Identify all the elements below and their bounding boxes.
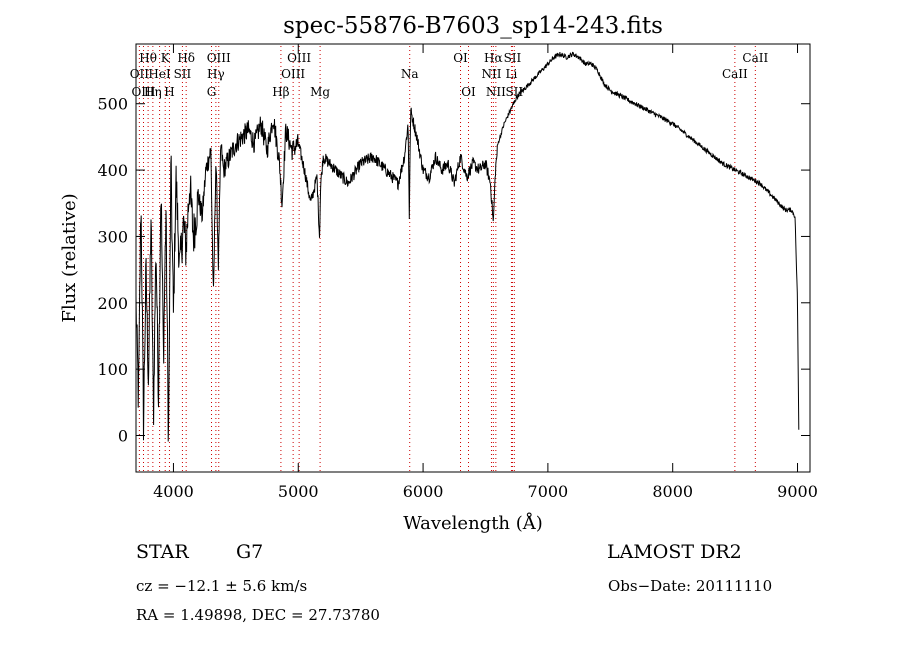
line-label-20: NII xyxy=(481,67,501,81)
line-label-25: CaII xyxy=(722,67,748,81)
line-label-24: Li xyxy=(506,67,518,81)
line-label-17: OI xyxy=(453,51,468,65)
line-label-12: Hβ xyxy=(272,85,289,99)
y-axis-label: Flux (relative) xyxy=(59,193,80,322)
obs-date: Obs−Date: 20111110 xyxy=(608,577,773,595)
line-label-18: OI xyxy=(461,85,476,99)
line-label-3: K xyxy=(161,51,171,65)
x-tick-label-5: 9000 xyxy=(777,482,818,501)
y-axis: 0 100 200 300 400 500 xyxy=(97,95,810,446)
x-tick-label-0: 4000 xyxy=(153,482,194,501)
line-label-22: SII xyxy=(504,51,522,65)
line-label-6: SII xyxy=(174,67,192,81)
object-subclass: G7 xyxy=(236,541,264,563)
line-label-0: Hθ xyxy=(139,51,157,65)
plot-frame xyxy=(135,43,811,473)
chart-title: spec-55876-B7603_sp14-243.fits xyxy=(283,13,663,39)
y-tick-label-3: 300 xyxy=(97,227,128,246)
line-label-14: OIII xyxy=(287,51,311,65)
y-tick-label-5: 500 xyxy=(97,95,128,114)
line-label-1: OII xyxy=(130,67,150,81)
line-label-7: H xyxy=(164,85,174,99)
x-axis-label: Wavelength (Å) xyxy=(403,512,543,534)
line-label-10: Hγ xyxy=(207,67,225,81)
y-tick-label-2: 200 xyxy=(97,294,128,313)
y-tick-label-1: 100 xyxy=(97,360,128,379)
line-label-16: Na xyxy=(401,67,419,81)
spectrum-line xyxy=(135,51,800,442)
x-tick-label-3: 7000 xyxy=(528,482,569,501)
redshift-text: cz = −12.1 ± 5.6 km/s xyxy=(136,577,308,595)
line-label-13: OIII xyxy=(281,67,305,81)
line-label-4: HeI xyxy=(148,67,171,81)
line-label-26: CaII xyxy=(742,51,768,65)
x-axis: 4000 5000 6000 7000 8000 9000 xyxy=(153,44,818,501)
coordinates: RA = 1.49898, DEC = 27.73780 xyxy=(136,606,380,624)
line-label-5: Hη xyxy=(144,85,162,99)
x-tick-label-4: 8000 xyxy=(652,482,693,501)
y-tick-label-4: 400 xyxy=(97,161,128,180)
line-label-2: OIII xyxy=(131,85,155,99)
y-tick-label-0: 0 xyxy=(118,427,128,446)
object-class: STAR xyxy=(136,541,189,563)
line-markers xyxy=(138,46,756,472)
line-label-9: OIII xyxy=(207,51,231,65)
line-label-15: Mg xyxy=(310,85,330,99)
line-label-21: NII xyxy=(486,85,506,99)
x-tick-label-2: 6000 xyxy=(403,482,444,501)
line-label-19: Hα xyxy=(484,51,503,65)
survey-name: LAMOST DR2 xyxy=(607,541,742,563)
line-label-8: Hδ xyxy=(177,51,195,65)
line-label-11: G xyxy=(207,85,217,99)
x-tick-label-1: 5000 xyxy=(278,482,319,501)
